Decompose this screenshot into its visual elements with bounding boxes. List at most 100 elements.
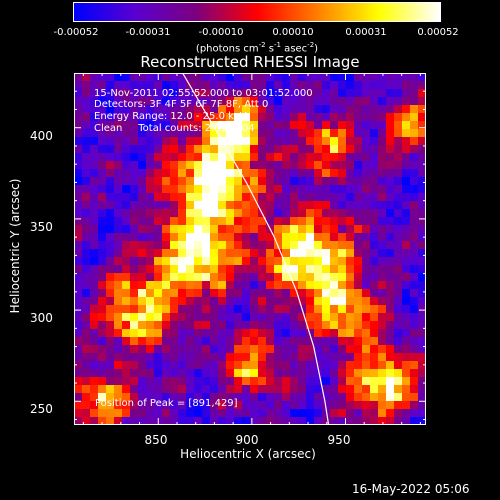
heatmap-cell [306,265,315,274]
heatmap-cell [346,417,355,425]
heatmap-cell [378,329,387,338]
heatmap-cell [394,161,403,170]
heatmap-cell [162,217,171,226]
heatmap-cell [386,145,395,154]
heatmap-cell [306,353,315,362]
heatmap-cell [162,153,171,162]
heatmap-cell [170,201,179,210]
heatmap-cell [98,249,107,258]
heatmap-cell [410,241,419,250]
heatmap-cell [98,145,107,154]
heatmap-cell [194,417,203,425]
heatmap-cell [154,113,163,122]
heatmap-cell [322,81,331,90]
heatmap-cell [354,153,363,162]
heatmap-cell [242,233,251,242]
heatmap-cell [314,105,323,114]
heatmap-cell [130,161,139,170]
heatmap-cell [218,121,227,130]
heatmap-cell [146,137,155,146]
heatmap-cell [130,73,139,82]
heatmap-cell [362,193,371,202]
heatmap-cell [314,241,323,250]
heatmap-cell [250,217,259,226]
heatmap-cell [122,297,131,306]
heatmap-cell [178,265,187,274]
heatmap-cell [162,337,171,346]
heatmap-cell [290,121,299,130]
heatmap-cell [306,145,315,154]
heatmap-cell [218,201,227,210]
heatmap-cell [130,393,139,402]
heatmap-cell [362,377,371,386]
heatmap-cell [122,121,131,130]
heatmap-cell [410,129,419,138]
heatmap-cell [82,313,91,322]
heatmap-cell [274,145,283,154]
heatmap-cell [354,185,363,194]
heatmap-cell [226,265,235,274]
heatmap-cell [386,249,395,258]
heatmap-cell [130,233,139,242]
heatmap-cell [402,329,411,338]
heatmap-cell [418,385,426,394]
heatmap-cell [258,233,267,242]
heatmap-cell [186,177,195,186]
heatmap-cell [250,241,259,250]
heatmap-cell [258,217,267,226]
heatmap-cell [354,89,363,98]
heatmap-cell [130,209,139,218]
heatmap-cell [362,289,371,298]
heatmap-cell [138,113,147,122]
heatmap-cell [218,273,227,282]
heatmap-cell [362,369,371,378]
heatmap-cell [314,217,323,226]
heatmap-cell [378,377,387,386]
heatmap-cell [338,417,347,425]
heatmap-cell [90,169,99,178]
heatmap-cell [258,241,267,250]
heatmap-cell [322,369,331,378]
heatmap-cell [234,225,243,234]
heatmap-cell [386,105,395,114]
heatmap-cell [378,81,387,90]
heatmap-cell [98,377,107,386]
heatmap-cell [330,289,339,298]
heatmap-cell [242,97,251,106]
heatmap-cell [146,393,155,402]
heatmap-cell [74,241,83,250]
heatmap-cell [314,153,323,162]
heatmap-cell [410,121,419,130]
heatmap-cell [98,289,107,298]
heatmap-cell [82,145,91,154]
heatmap-cell [298,401,307,410]
heatmap-cell [370,337,379,346]
heatmap-cell [354,129,363,138]
heatmap-cell [258,265,267,274]
heatmap-cell [194,145,203,154]
heatmap-cell [202,393,211,402]
heatmap-cell [146,313,155,322]
heatmap-cell [314,377,323,386]
heatmap-cell [114,249,123,258]
heatmap-cell [322,145,331,154]
heatmap-cell [386,169,395,178]
heatmap-cell [418,337,426,346]
heatmap-cell [194,129,203,138]
heatmap-cell [122,113,131,122]
heatmap-cell [250,89,259,98]
heatmap-cell [258,313,267,322]
heatmap-cell [90,409,99,418]
heatmap-cell [410,361,419,370]
heatmap-cell [266,265,275,274]
heatmap-cell [218,161,227,170]
heatmap-cell [370,369,379,378]
heatmap-cell [362,145,371,154]
heatmap-cell [402,153,411,162]
heatmap-cell [162,73,171,82]
heatmap-cell [402,177,411,186]
heatmap-cell [178,329,187,338]
heatmap-cell [138,81,147,90]
heatmap-cell [90,281,99,290]
heatmap-cell [266,209,275,218]
